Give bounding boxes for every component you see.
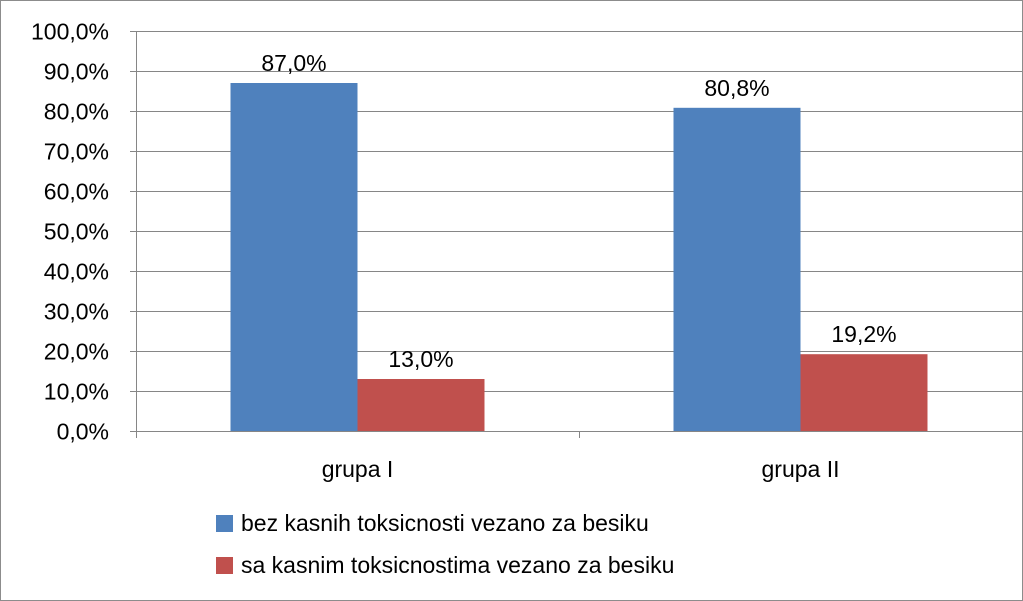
bar — [673, 107, 801, 432]
y-tick-label: 50,0% — [44, 219, 109, 245]
x-axis-category-labels: grupa I grupa II — [322, 456, 840, 482]
y-axis-tick-labels: 0,0% 10,0% 20,0% 30,0% 40,0% 50,0% 60,0% 70,0% 8… — [31, 19, 109, 445]
y-tick-label: 90,0% — [44, 59, 109, 85]
y-tick-label: 40,0% — [44, 259, 109, 285]
y-tick-label: 30,0% — [44, 299, 109, 325]
legend-swatch — [216, 557, 233, 574]
y-tick-label: 60,0% — [44, 179, 109, 205]
y-tick-label: 70,0% — [44, 139, 109, 165]
data-label: 87,0% — [261, 50, 326, 76]
category-label: grupa I — [322, 456, 394, 482]
data-label: 13,0% — [388, 346, 453, 372]
bar — [800, 354, 928, 431]
y-tick-label: 100,0% — [31, 19, 109, 45]
bars — [230, 83, 928, 432]
y-tick-label: 20,0% — [44, 339, 109, 365]
legend-label: bez kasnih toksicnosti vezano za besiku — [241, 510, 649, 536]
y-tick-label: 80,0% — [44, 99, 109, 125]
legend: bez kasnih toksicnosti vezano za besiku s… — [216, 510, 674, 578]
data-labels: 87,0% 13,0% 80,8% 19,2% — [261, 50, 896, 372]
data-label: 19,2% — [831, 321, 896, 347]
legend-label: sa kasnim toksicnostima vezano za besiku — [241, 552, 674, 578]
legend-swatch — [216, 515, 233, 532]
bar — [230, 83, 358, 431]
data-label: 80,8% — [704, 75, 769, 101]
category-label: grupa II — [762, 456, 840, 482]
y-tick-label: 10,0% — [44, 379, 109, 405]
y-tick-label: 0,0% — [57, 419, 109, 445]
bar — [357, 379, 485, 431]
axes — [130, 31, 1022, 438]
